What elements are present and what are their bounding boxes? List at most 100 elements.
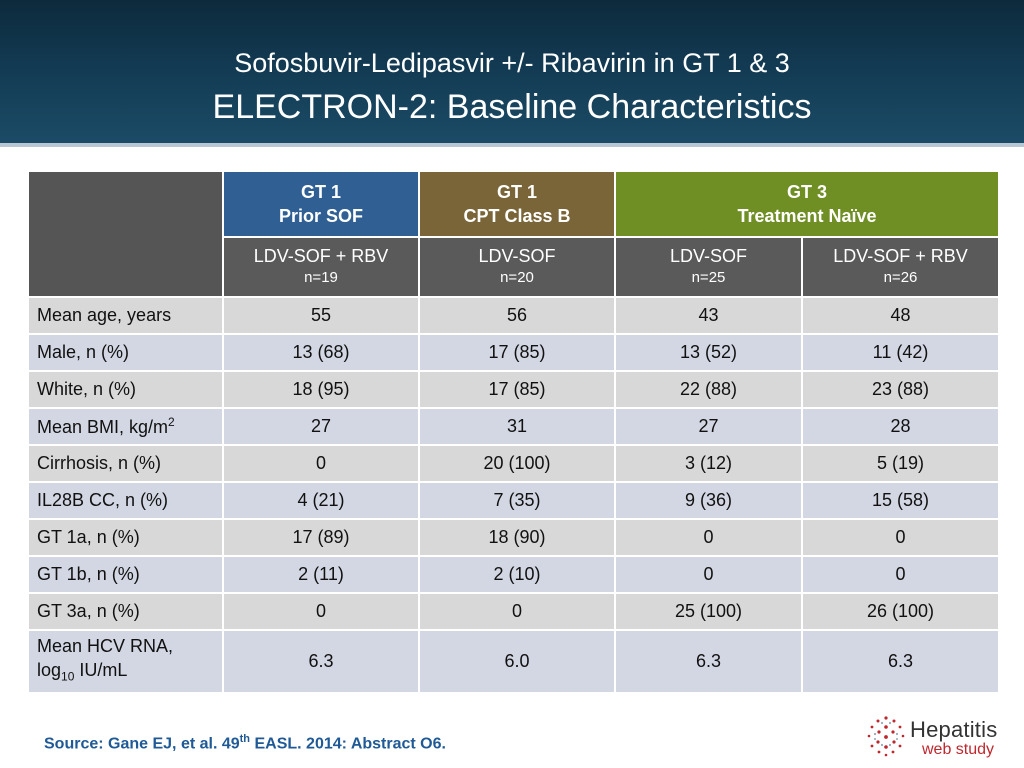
arm-header-cell: LDV-SOF n=20 xyxy=(418,236,616,298)
table-row: GT 1a, n (%) 17 (89) 18 (90) 0 0 xyxy=(27,518,1000,557)
table-cell: 0 xyxy=(222,592,420,631)
slide-header: Sofosbuvir-Ledipasvir +/- Ribavirin in G… xyxy=(0,0,1024,147)
table-cell: 0 xyxy=(614,555,803,594)
group-label: CPT Class B xyxy=(463,206,571,226)
row-label-text: log xyxy=(37,660,62,681)
table-row: Male, n (%) 13 (68) 17 (85) 13 (52) 11 (… xyxy=(27,333,1000,372)
table-cell: 2 (10) xyxy=(418,555,616,594)
row-label: Mean age, years xyxy=(27,296,224,335)
group-label: Treatment Naïve xyxy=(737,206,877,226)
arm-n: n=19 xyxy=(304,269,338,286)
row-label: Cirrhosis, n (%) xyxy=(27,444,224,483)
row-label: GT 1a, n (%) xyxy=(27,518,224,557)
table-cell: 6.3 xyxy=(614,629,803,694)
arm-treatment: LDV-SOF xyxy=(478,246,556,266)
baseline-characteristics-table: GT 1 Prior SOF GT 1 CPT Class B GT 3 Tre… xyxy=(27,170,1000,694)
table-cell: 0 xyxy=(614,518,803,557)
table-cell: 5 (19) xyxy=(801,444,1000,483)
group-gt3-treatment-naive: GT 3 Treatment Naïve xyxy=(614,170,1000,238)
table-cell: 0 xyxy=(222,444,420,483)
table-cell: 3 (12) xyxy=(614,444,803,483)
table-cell: 15 (58) xyxy=(801,481,1000,520)
group-label: GT 3 xyxy=(786,182,827,202)
logo-word-web-study: web study xyxy=(922,741,995,758)
table-cell: 6.3 xyxy=(222,629,420,694)
dotted-globe-icon xyxy=(867,716,905,757)
row-label: Mean BMI, kg/m2 xyxy=(27,407,224,446)
group-label: GT 1 xyxy=(496,182,537,202)
table-row: Mean age, years 55 56 43 48 xyxy=(27,296,1000,335)
table-cell: 0 xyxy=(801,555,1000,594)
table-row: Cirrhosis, n (%) 0 20 (100) 3 (12) 5 (19… xyxy=(27,444,1000,483)
arm-n: n=26 xyxy=(883,269,918,286)
row-label-text: Mean HCV RNA, xyxy=(37,636,174,657)
table-row: IL28B CC, n (%) 4 (21) 7 (35) 9 (36) 15 … xyxy=(27,481,1000,520)
table-row: GT 1b, n (%) 2 (11) 2 (10) 0 0 xyxy=(27,555,1000,594)
table-cell: 18 (90) xyxy=(418,518,616,557)
hepatitis-web-study-logo: Hepatitis web study xyxy=(866,714,1016,762)
arm-n: n=25 xyxy=(691,269,726,286)
arm-header-row: LDV-SOF + RBV n=19 LDV-SOF n=20 LDV-SOF … xyxy=(28,236,1000,298)
table-cell: 18 (95) xyxy=(222,370,420,409)
group-gt1-prior-sof: GT 1 Prior SOF xyxy=(222,170,420,238)
table-cell: 17 (85) xyxy=(418,333,616,372)
table-cell: 0 xyxy=(801,518,1000,557)
table-cell: 6.0 xyxy=(418,629,616,694)
corner-cell xyxy=(27,170,224,298)
slide-title-line2: ELECTRON-2: Baseline Characteristics xyxy=(212,88,812,126)
table-row: GT 3a, n (%) 0 0 25 (100) 26 (100) xyxy=(27,592,1000,631)
table-cell: 11 (42) xyxy=(801,333,1000,372)
arm-header-cell: LDV-SOF + RBV n=19 xyxy=(222,236,420,298)
row-label: GT 1b, n (%) xyxy=(27,555,224,594)
arm-n: n=20 xyxy=(500,269,534,286)
row-label-subscript: 10 xyxy=(61,669,75,684)
table-cell: 55 xyxy=(222,296,420,335)
arm-treatment: LDV-SOF + RBV xyxy=(833,246,968,266)
source-citation: Source: Gane EJ, et al. 49th EASL. 2014:… xyxy=(44,733,446,753)
slide-title-line1: Sofosbuvir-Ledipasvir +/- Ribavirin in G… xyxy=(234,48,790,78)
table-cell: 20 (100) xyxy=(418,444,616,483)
table-cell: 9 (36) xyxy=(614,481,803,520)
group-label: Prior SOF xyxy=(278,206,363,226)
row-label-text: IU/mL xyxy=(74,660,128,681)
table-cell: 6.3 xyxy=(801,629,1000,694)
row-label-line2: log10 IU/mL xyxy=(37,658,222,689)
row-label: Mean HCV RNA, log10 IU/mL xyxy=(27,629,224,694)
table-cell: 56 xyxy=(418,296,616,335)
table-cell: 28 xyxy=(801,407,1000,446)
table-cell: 43 xyxy=(614,296,803,335)
logo-word-hepatitis: Hepatitis xyxy=(910,717,998,742)
table-cell: 48 xyxy=(801,296,1000,335)
group-label: GT 1 xyxy=(300,182,341,202)
source-text: EASL. 2014: Abstract O6. xyxy=(250,735,446,753)
table-cell: 27 xyxy=(614,407,803,446)
table-cell: 13 (68) xyxy=(222,333,420,372)
table-cell: 27 xyxy=(222,407,420,446)
group-gt1-cpt-class-b: GT 1 CPT Class B xyxy=(418,170,616,238)
table-cell: 23 (88) xyxy=(801,370,1000,409)
arm-header-cell: LDV-SOF + RBV n=26 xyxy=(801,236,1000,298)
row-label-superscript: 2 xyxy=(168,415,175,429)
row-label: GT 3a, n (%) xyxy=(27,592,224,631)
source-text: Source: Gane EJ, et al. 49 xyxy=(44,735,240,753)
table-cell: 17 (85) xyxy=(418,370,616,409)
table-cell: 22 (88) xyxy=(614,370,803,409)
table-cell: 2 (11) xyxy=(222,555,420,594)
row-label: White, n (%) xyxy=(27,370,224,409)
table-cell: 25 (100) xyxy=(614,592,803,631)
group-header-row: GT 1 Prior SOF GT 1 CPT Class B GT 3 Tre… xyxy=(27,170,1000,298)
table-cell: 31 xyxy=(418,407,616,446)
arm-treatment: LDV-SOF xyxy=(669,246,748,266)
table-row: White, n (%) 18 (95) 17 (85) 22 (88) 23 … xyxy=(27,370,1000,409)
arm-treatment: LDV-SOF + RBV xyxy=(253,246,389,266)
row-label: IL28B CC, n (%) xyxy=(27,481,224,520)
table-cell: 13 (52) xyxy=(614,333,803,372)
table-row: Mean HCV RNA, log10 IU/mL 6.3 6.0 6.3 6.… xyxy=(27,629,1000,694)
row-label-text: Mean BMI, kg/m xyxy=(37,417,169,437)
table-cell: 17 (89) xyxy=(222,518,420,557)
table-cell: 7 (35) xyxy=(418,481,616,520)
table-cell: 26 (100) xyxy=(801,592,1000,631)
source-superscript: th xyxy=(239,733,251,745)
table-cell: 0 xyxy=(418,592,616,631)
table-row: Mean BMI, kg/m2 27 31 27 28 xyxy=(27,407,1000,446)
